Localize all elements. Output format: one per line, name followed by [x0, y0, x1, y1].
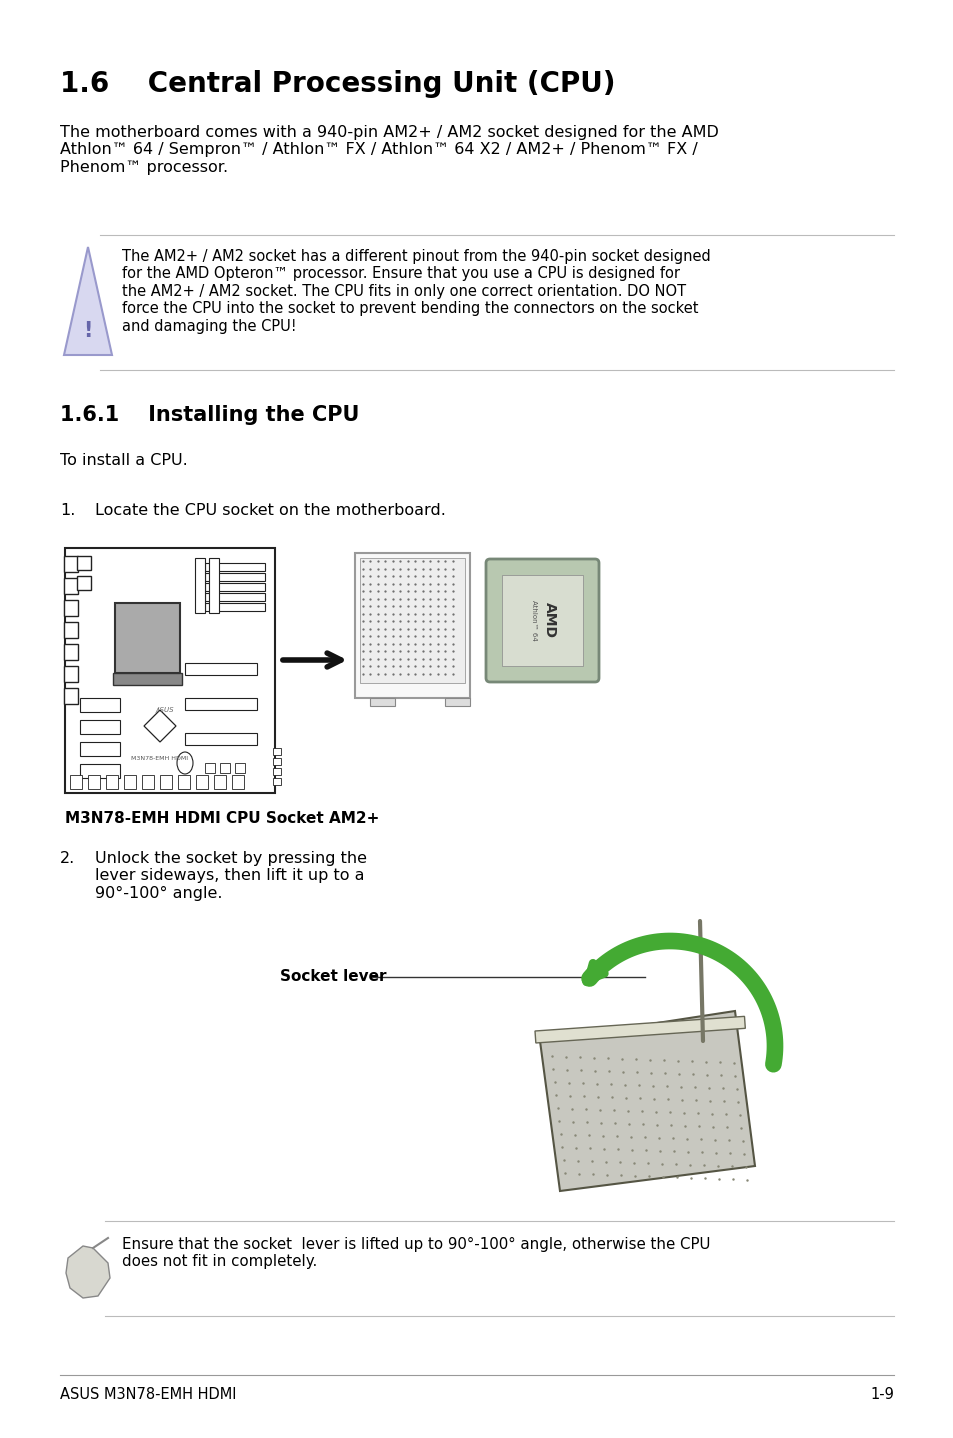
Bar: [178, 775, 190, 789]
Bar: [185, 733, 256, 745]
Bar: [273, 748, 281, 755]
Bar: [194, 558, 205, 613]
Bar: [112, 673, 182, 684]
Text: M3N78-EMH HDMI CPU Socket AM2+: M3N78-EMH HDMI CPU Socket AM2+: [65, 811, 379, 825]
Bar: [80, 720, 120, 733]
Text: 1-9: 1-9: [869, 1388, 893, 1402]
Bar: [80, 764, 120, 778]
Bar: [205, 582, 265, 591]
Bar: [88, 775, 100, 789]
Text: The AM2+ / AM2 socket has a different pinout from the 940-pin socket designed
fo: The AM2+ / AM2 socket has a different pi…: [122, 249, 710, 334]
Bar: [220, 764, 230, 774]
Bar: [64, 687, 78, 705]
Bar: [205, 572, 265, 581]
Ellipse shape: [177, 752, 193, 774]
Bar: [124, 775, 136, 789]
Bar: [185, 663, 256, 674]
Text: 1.: 1.: [60, 503, 75, 518]
Text: Locate the CPU socket on the motherboard.: Locate the CPU socket on the motherboard…: [95, 503, 445, 518]
Text: M3N78-EMH HDMI: M3N78-EMH HDMI: [132, 755, 189, 761]
Text: !: !: [83, 321, 92, 341]
Bar: [355, 554, 470, 697]
Bar: [80, 742, 120, 756]
Bar: [205, 764, 214, 774]
Text: /ISUS: /ISUS: [155, 707, 174, 713]
Bar: [234, 764, 245, 774]
Text: To install a CPU.: To install a CPU.: [60, 453, 188, 467]
Bar: [185, 697, 256, 710]
Text: 2.: 2.: [60, 851, 75, 866]
Polygon shape: [64, 247, 112, 355]
Polygon shape: [539, 1011, 754, 1191]
Bar: [64, 557, 78, 572]
Bar: [501, 575, 582, 666]
Bar: [370, 697, 395, 706]
Bar: [142, 775, 153, 789]
Bar: [65, 548, 274, 792]
Bar: [359, 558, 464, 683]
Bar: [77, 577, 91, 590]
Bar: [77, 557, 91, 569]
Bar: [232, 775, 244, 789]
Bar: [115, 603, 180, 673]
Bar: [209, 558, 219, 613]
Bar: [195, 775, 208, 789]
Bar: [64, 623, 78, 638]
Text: The motherboard comes with a 940-pin AM2+ / AM2 socket designed for the AMD
Athl: The motherboard comes with a 940-pin AM2…: [60, 125, 719, 175]
Bar: [273, 768, 281, 775]
Bar: [80, 697, 120, 712]
Text: 1.6    Central Processing Unit (CPU): 1.6 Central Processing Unit (CPU): [60, 70, 615, 98]
Bar: [205, 603, 265, 611]
Text: AMD: AMD: [542, 603, 557, 638]
Bar: [273, 758, 281, 765]
Text: Socket lever: Socket lever: [280, 969, 386, 984]
Bar: [106, 775, 118, 789]
Bar: [213, 775, 226, 789]
Text: Athlon™ 64: Athlon™ 64: [531, 600, 537, 640]
FancyBboxPatch shape: [485, 559, 598, 682]
Bar: [205, 592, 265, 601]
Bar: [205, 564, 265, 571]
Bar: [64, 578, 78, 594]
Polygon shape: [144, 710, 175, 742]
Text: ASUS M3N78-EMH HDMI: ASUS M3N78-EMH HDMI: [60, 1388, 236, 1402]
Bar: [64, 644, 78, 660]
Text: Unlock the socket by pressing the
lever sideways, then lift it up to a
90°-100° : Unlock the socket by pressing the lever …: [95, 851, 367, 900]
Bar: [160, 775, 172, 789]
Bar: [535, 1017, 744, 1043]
Text: 1.6.1    Installing the CPU: 1.6.1 Installing the CPU: [60, 406, 359, 426]
Bar: [64, 666, 78, 682]
Bar: [444, 697, 470, 706]
Bar: [273, 778, 281, 785]
Bar: [64, 600, 78, 615]
Bar: [70, 775, 82, 789]
Text: Ensure that the socket  lever is lifted up to 90°-100° angle, otherwise the CPU
: Ensure that the socket lever is lifted u…: [122, 1237, 710, 1270]
Polygon shape: [66, 1245, 110, 1299]
